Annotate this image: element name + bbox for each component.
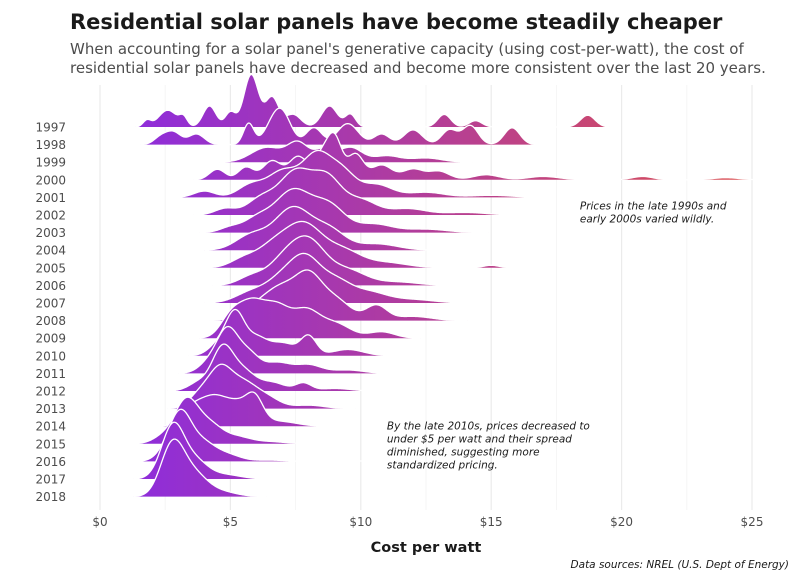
ridge-outline-1999	[219, 140, 473, 163]
ridge-outline-2005	[204, 220, 515, 269]
y-tick-label: 2013	[35, 402, 66, 416]
x-axis-title: Cost per watt	[371, 540, 482, 556]
ridge-area-2003	[199, 188, 489, 233]
ridge-1997	[135, 73, 610, 128]
ridge-2001	[173, 149, 554, 199]
ridge-area-1997	[135, 74, 610, 127]
ridge-1999	[219, 140, 473, 163]
y-tick-label: 2012	[35, 385, 66, 399]
ridge-outline-2001	[173, 149, 554, 199]
ridge-area-2004	[204, 206, 440, 251]
y-tick-label: 2005	[35, 261, 66, 275]
ridge-2018	[133, 438, 268, 498]
ridge-area-1999	[219, 140, 473, 163]
y-tick-label: 2015	[35, 437, 66, 451]
annotation-line: under $5 per watt and their spread	[387, 434, 572, 446]
y-tick-label: 2008	[35, 314, 66, 328]
ridge-outline-2010	[188, 308, 395, 357]
y-tick-label: 2004	[35, 244, 66, 258]
y-tick-label: 2017	[35, 473, 66, 487]
ridge-outline-2006	[212, 235, 460, 287]
y-tick-label: 2011	[35, 367, 66, 381]
y-tick-label: 2018	[35, 490, 66, 504]
x-tick-label: $5	[223, 515, 238, 529]
ridge-area-1998	[140, 108, 536, 145]
ridge-outline-2000	[193, 131, 766, 181]
x-tick-label: $20	[610, 515, 633, 529]
ridge-outline-2004	[204, 205, 440, 251]
x-tick-label: $25	[741, 515, 764, 529]
annotation-1: Prices in the late 1990s and early 2000s …	[580, 201, 727, 226]
ridge-2003	[199, 187, 489, 234]
ridge-1998	[140, 107, 536, 146]
annotation-line: By the late 2010s, prices decreased to	[387, 421, 590, 433]
ridge-outline-2016	[136, 408, 400, 463]
ridge-outline-1997	[135, 73, 610, 128]
x-tick-label: $15	[480, 515, 503, 529]
y-tick-label: 2016	[35, 455, 66, 469]
y-tick-label: 2006	[35, 279, 66, 293]
ridge-outline-2002	[193, 167, 528, 216]
ridge-area-2018	[133, 439, 267, 497]
y-tick-label: 2002	[35, 209, 66, 223]
ridge-2004	[204, 205, 440, 251]
ridge-outline-2003	[199, 187, 489, 234]
ridge-outline-2012	[167, 343, 382, 392]
data-source-caption: Data sources: NREL (U.S. Dept of Energy)	[570, 559, 789, 571]
ridge-area-2006	[212, 235, 460, 286]
ridge-outline-2007	[204, 252, 476, 304]
x-tick-label: $0	[92, 515, 107, 529]
chart-title: Residential solar panels have become ste…	[70, 10, 723, 34]
y-tick-label: 2009	[35, 332, 66, 346]
chart-subtitle: When accounting for a solar panel's gene…	[70, 40, 766, 77]
y-tick-label: 1999	[35, 156, 66, 170]
y-tick-label: 2010	[35, 349, 66, 363]
y-tick-label: 2001	[35, 191, 66, 205]
ridge-2009	[199, 297, 421, 339]
ridges	[131, 73, 766, 498]
annotation-line: diminished, suggesting more	[387, 447, 540, 459]
y-tick-label: 2000	[35, 173, 66, 187]
ridge-2006	[212, 235, 460, 287]
ridge-outline-2017	[133, 421, 273, 480]
y-tick-label: 2007	[35, 297, 66, 311]
ridge-area-2001	[173, 150, 554, 198]
annotation-line: Prices in the late 1990s and	[580, 201, 727, 213]
y-axis-labels: 1997 1998 1999 2000 2001 2002 2003 2004 2005 2006…	[35, 121, 66, 505]
y-tick-label: 1998	[35, 138, 66, 152]
grid-lines	[99, 85, 753, 510]
ridge-2016	[136, 408, 400, 463]
ridge-outline-2009	[199, 297, 421, 339]
x-axis-labels: $0 $5 $10 $15 $20 $25	[92, 515, 763, 529]
ridge-outline-2018	[133, 438, 268, 498]
y-tick-label: 2003	[35, 226, 66, 240]
y-tick-label: 2014	[35, 420, 66, 434]
ridge-outline-2011	[178, 325, 395, 375]
ridge-outline-2013	[167, 363, 356, 410]
ridge-outline-1998	[140, 107, 536, 146]
annotation-2: By the late 2010s, prices decreased to un…	[387, 421, 590, 472]
ridge-area-2016	[136, 409, 400, 462]
ridge-area-2009	[199, 297, 421, 339]
ridge-outline-2015	[131, 396, 317, 445]
annotation-line: early 2000s varied wildly.	[580, 214, 714, 226]
y-tick-label: 1997	[35, 121, 66, 135]
x-tick-label: $10	[349, 515, 372, 529]
annotations: Prices in the late 1990s and early 2000s …	[387, 201, 727, 472]
annotation-line: standardized pricing.	[387, 460, 498, 472]
